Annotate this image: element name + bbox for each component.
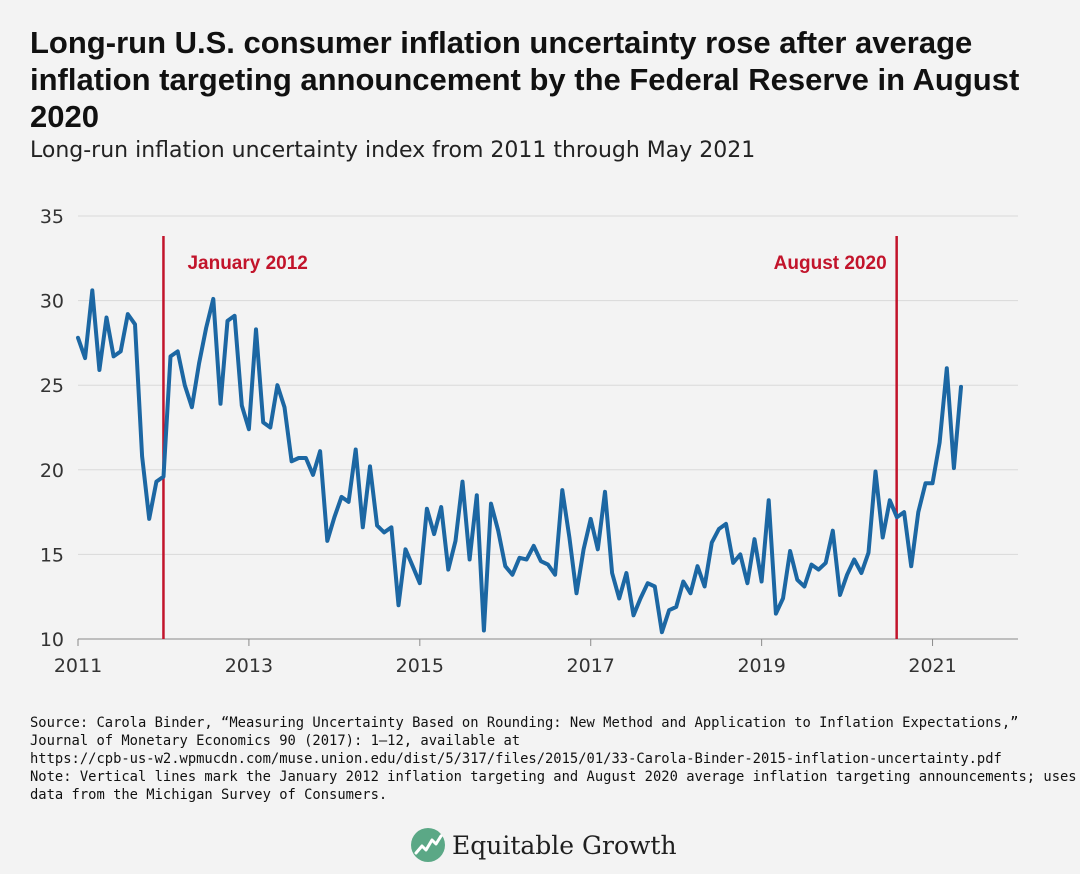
y-axis-ticks: 10 15 20 25 30 35 bbox=[40, 206, 64, 651]
annotation-label: August 2020 bbox=[774, 253, 887, 274]
annotations: January 2012 August 2020 bbox=[162, 236, 898, 639]
x-tick-label: 2011 bbox=[54, 655, 102, 677]
y-tick-label: 20 bbox=[40, 460, 64, 482]
x-tick-label: 2013 bbox=[225, 655, 273, 677]
equitable-growth-logo-icon bbox=[411, 828, 445, 862]
annotation-label: January 2012 bbox=[187, 253, 307, 274]
x-tick-label: 2021 bbox=[908, 655, 956, 677]
gridlines bbox=[78, 215, 1018, 640]
equitable-growth-logo: Equitable Growth bbox=[410, 826, 677, 864]
y-tick-label: 35 bbox=[40, 206, 64, 228]
note-line: Note: Vertical lines mark the January 20… bbox=[30, 769, 1077, 785]
line-chart: 10 15 20 25 30 35 2011 2013 2015 2017 2019 2021 Ja… bbox=[40, 206, 1018, 677]
chart-subtitle: Long-run inflation uncertainty index fro… bbox=[30, 138, 756, 163]
y-tick-label: 10 bbox=[40, 629, 64, 651]
x-tick-label: 2019 bbox=[737, 655, 785, 677]
x-axis-ticks: 2011 2013 2015 2017 2019 2021 bbox=[54, 639, 957, 677]
source-note: Source: Carola Binder, “Measuring Uncert… bbox=[30, 714, 1077, 804]
chart-title: Long-run U.S. consumer inflation uncerta… bbox=[30, 25, 1020, 134]
logo-text: Equitable Growth bbox=[452, 830, 677, 860]
series bbox=[76, 288, 963, 635]
source-line: Source: Carola Binder, “Measuring Uncert… bbox=[30, 715, 1019, 731]
series-line bbox=[76, 288, 963, 635]
x-tick-label: 2015 bbox=[396, 655, 444, 677]
x-tick-label: 2017 bbox=[567, 655, 615, 677]
y-tick-label: 30 bbox=[40, 291, 64, 313]
y-tick-label: 15 bbox=[40, 544, 64, 566]
source-url: https://cpb-us-w2.wpmucdn.com/muse.union… bbox=[30, 751, 1002, 767]
y-tick-label: 25 bbox=[40, 375, 64, 397]
source-line: Journal of Monetary Economics 90 (2017):… bbox=[30, 733, 521, 749]
note-line: data from the Michigan Survey of Consume… bbox=[30, 787, 388, 803]
